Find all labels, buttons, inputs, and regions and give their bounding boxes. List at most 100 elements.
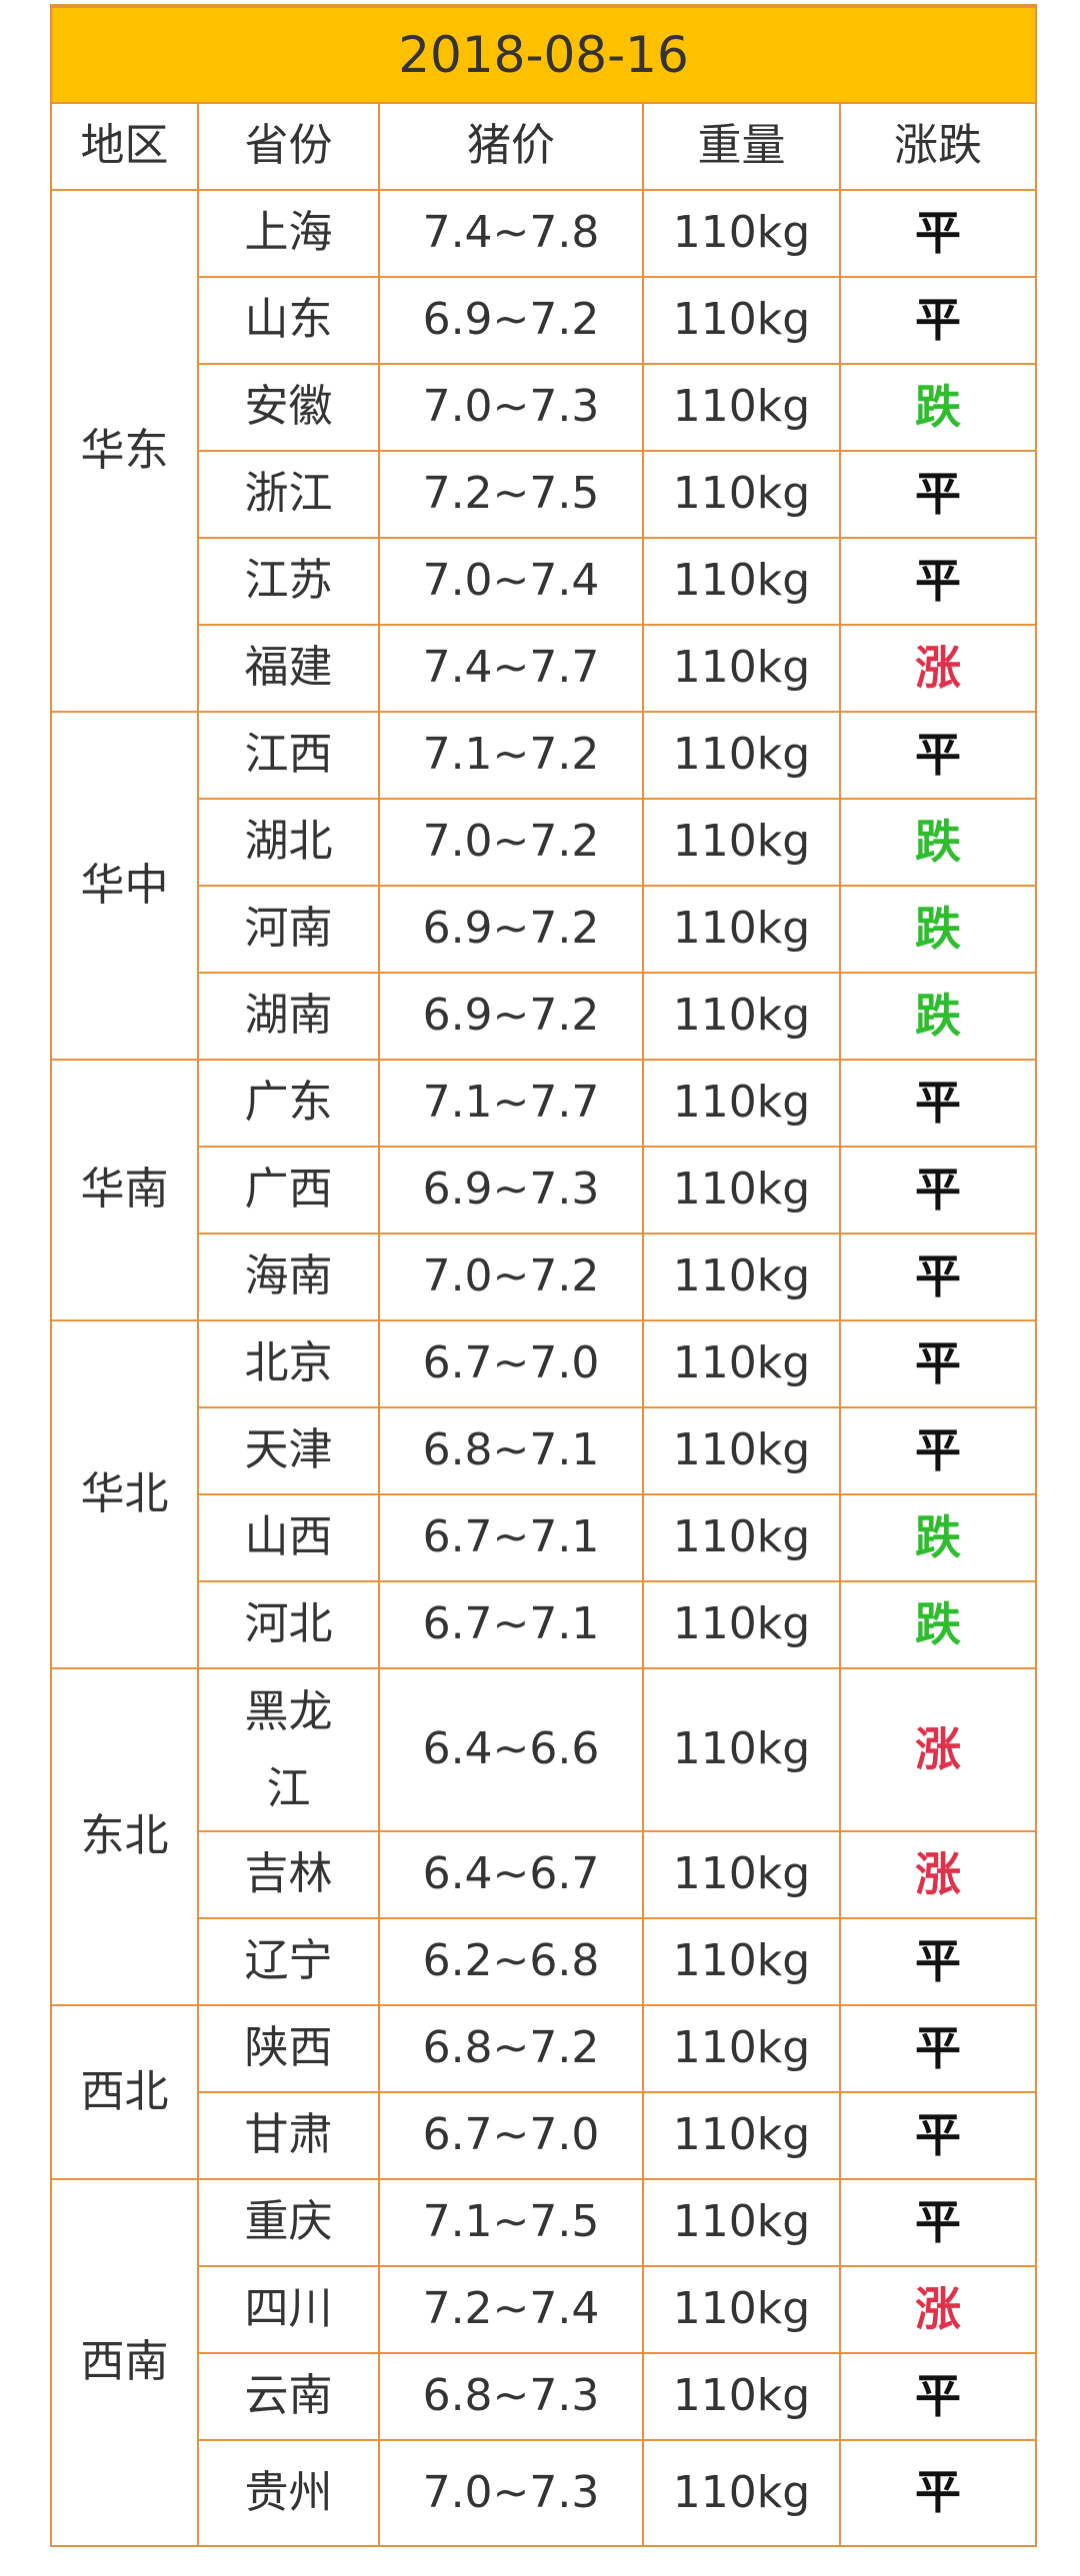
province-cell: 贵州 bbox=[197, 2439, 380, 2547]
data-row: 西南 重庆 7.1~7.5 110kg 平 bbox=[50, 2178, 1037, 2547]
data-row: 海南 7.0~7.2 110kg 平 bbox=[51, 1233, 1037, 1321]
price-cell: 6.7~7.0 bbox=[378, 1319, 644, 1408]
province-cell: 江苏 bbox=[197, 537, 380, 626]
region-cell: 西南 bbox=[50, 2178, 199, 2547]
province-cell: 辽宁 bbox=[197, 1917, 380, 2006]
data-row: 安徽 7.0~7.3 110kg 跌 bbox=[51, 363, 1037, 452]
trend-cell: 平 bbox=[839, 2091, 1037, 2180]
weight-cell: 110kg bbox=[642, 1319, 841, 1408]
weight-cell: 110kg bbox=[642, 189, 841, 278]
trend-cell: 平 bbox=[839, 2352, 1037, 2441]
weight-cell: 110kg bbox=[642, 2178, 841, 2267]
weight-cell: 110kg bbox=[642, 2439, 841, 2547]
region-cell: 华北 bbox=[50, 1319, 199, 1669]
weight-cell: 110kg bbox=[642, 972, 841, 1061]
trend-cell: 平 bbox=[839, 1917, 1037, 2006]
trend-cell: 跌 bbox=[839, 972, 1037, 1061]
trend-cell: 涨 bbox=[839, 1667, 1037, 1832]
weight-cell: 110kg bbox=[642, 537, 841, 626]
price-cell: 7.0~7.3 bbox=[378, 2439, 644, 2547]
region-cell: 华中 bbox=[50, 711, 199, 1061]
province-cell: 甘肃 bbox=[197, 2091, 380, 2180]
weight-cell: 110kg bbox=[642, 885, 841, 974]
province-cell: 湖南 bbox=[197, 972, 380, 1061]
region-cell: 华南 bbox=[50, 1059, 199, 1321]
trend-cell: 平 bbox=[839, 1406, 1037, 1495]
trend-cell: 跌 bbox=[839, 885, 1037, 974]
province-cell: 山西 bbox=[197, 1493, 380, 1582]
trend-cell: 跌 bbox=[839, 1580, 1037, 1669]
price-cell: 6.9~7.2 bbox=[378, 972, 644, 1061]
price-cell: 6.8~7.1 bbox=[378, 1406, 644, 1495]
header-cell: 省份 bbox=[197, 102, 380, 191]
price-cell: 7.1~7.2 bbox=[378, 711, 644, 800]
province-cell: 四川 bbox=[197, 2265, 380, 2354]
trend-cell: 平 bbox=[839, 1146, 1037, 1235]
price-cell: 7.1~7.7 bbox=[378, 1059, 644, 1148]
price-cell: 6.8~7.3 bbox=[378, 2352, 644, 2441]
weight-cell: 110kg bbox=[642, 624, 841, 713]
province-cell: 安徽 bbox=[197, 363, 380, 452]
province-cell: 云南 bbox=[197, 2352, 380, 2441]
trend-cell: 平 bbox=[839, 1319, 1037, 1408]
province-cell: 广西 bbox=[197, 1146, 380, 1235]
trend-cell: 平 bbox=[839, 537, 1037, 626]
trend-cell: 涨 bbox=[839, 2265, 1037, 2354]
data-row: 福建 7.4~7.7 110kg 涨 bbox=[51, 624, 1037, 713]
data-row: 东北 黑龙江 6.4~6.6 110kg 涨 bbox=[50, 1667, 1037, 2006]
price-cell: 7.0~7.2 bbox=[378, 798, 644, 887]
province-cell: 重庆 bbox=[197, 2178, 380, 2267]
price-cell: 7.4~7.7 bbox=[378, 624, 644, 713]
data-row: 华北 北京 6.7~7.0 110kg 平 bbox=[50, 1319, 1037, 1669]
data-row: 甘肃 6.7~7.0 110kg 平 bbox=[51, 2091, 1037, 2180]
weight-cell: 110kg bbox=[642, 276, 841, 365]
price-cell: 6.9~7.2 bbox=[378, 885, 644, 974]
province-cell: 河南 bbox=[197, 885, 380, 974]
price-cell: 7.4~7.8 bbox=[378, 189, 644, 278]
weight-cell: 110kg bbox=[642, 1493, 841, 1582]
trend-cell: 涨 bbox=[839, 624, 1037, 713]
trend-cell: 跌 bbox=[839, 363, 1037, 452]
province-cell: 海南 bbox=[197, 1233, 380, 1321]
region-cell: 华东 bbox=[50, 189, 199, 713]
province-cell: 浙江 bbox=[197, 450, 380, 539]
price-cell: 6.7~7.0 bbox=[378, 2091, 644, 2180]
price-cell: 7.1~7.5 bbox=[378, 2178, 644, 2267]
data-row: 贵州 7.0~7.3 110kg 平 bbox=[51, 2439, 1037, 2547]
price-cell: 7.2~7.5 bbox=[378, 450, 644, 539]
weight-cell: 110kg bbox=[642, 711, 841, 800]
province-cell: 上海 bbox=[197, 189, 380, 278]
data-row: 广西 6.9~7.3 110kg 平 bbox=[51, 1146, 1037, 1235]
data-row: 天津 6.8~7.1 110kg 平 bbox=[51, 1406, 1037, 1495]
province-cell: 福建 bbox=[197, 624, 380, 713]
region-cell: 西北 bbox=[50, 2004, 199, 2180]
weight-cell: 110kg bbox=[642, 1917, 841, 2006]
trend-cell: 涨 bbox=[839, 1830, 1037, 1919]
data-row: 山西 6.7~7.1 110kg 跌 bbox=[51, 1493, 1037, 1582]
weight-cell: 110kg bbox=[642, 2352, 841, 2441]
trend-cell: 平 bbox=[839, 2178, 1037, 2267]
trend-cell: 平 bbox=[839, 1059, 1037, 1148]
data-row: 湖南 6.9~7.2 110kg 跌 bbox=[51, 972, 1037, 1061]
price-cell: 6.2~6.8 bbox=[378, 1917, 644, 2006]
trend-cell: 平 bbox=[839, 1233, 1037, 1321]
data-row: 华中 江西 7.1~7.2 110kg 平 bbox=[50, 711, 1037, 1061]
weight-cell: 110kg bbox=[642, 450, 841, 539]
trend-cell: 平 bbox=[839, 450, 1037, 539]
province-cell: 北京 bbox=[197, 1319, 380, 1408]
weight-cell: 110kg bbox=[642, 2091, 841, 2180]
province-cell: 江西 bbox=[197, 711, 380, 800]
trend-cell: 平 bbox=[839, 276, 1037, 365]
weight-cell: 110kg bbox=[642, 2265, 841, 2354]
header-row: 地区 省份 猪价 重量 涨跌 bbox=[50, 102, 1037, 191]
province-cell: 黑龙江 bbox=[197, 1667, 380, 1832]
province-cell: 山东 bbox=[197, 276, 380, 365]
data-row: 江苏 7.0~7.4 110kg 平 bbox=[51, 537, 1037, 626]
region-cell: 东北 bbox=[50, 1667, 199, 2006]
data-row: 山东 6.9~7.2 110kg 平 bbox=[51, 276, 1037, 365]
data-row: 西北 陕西 6.8~7.2 110kg 平 bbox=[50, 2004, 1037, 2180]
weight-cell: 110kg bbox=[642, 1059, 841, 1148]
trend-cell: 平 bbox=[839, 189, 1037, 278]
data-row: 河南 6.9~7.2 110kg 跌 bbox=[51, 885, 1037, 974]
trend-cell: 平 bbox=[839, 2004, 1037, 2093]
